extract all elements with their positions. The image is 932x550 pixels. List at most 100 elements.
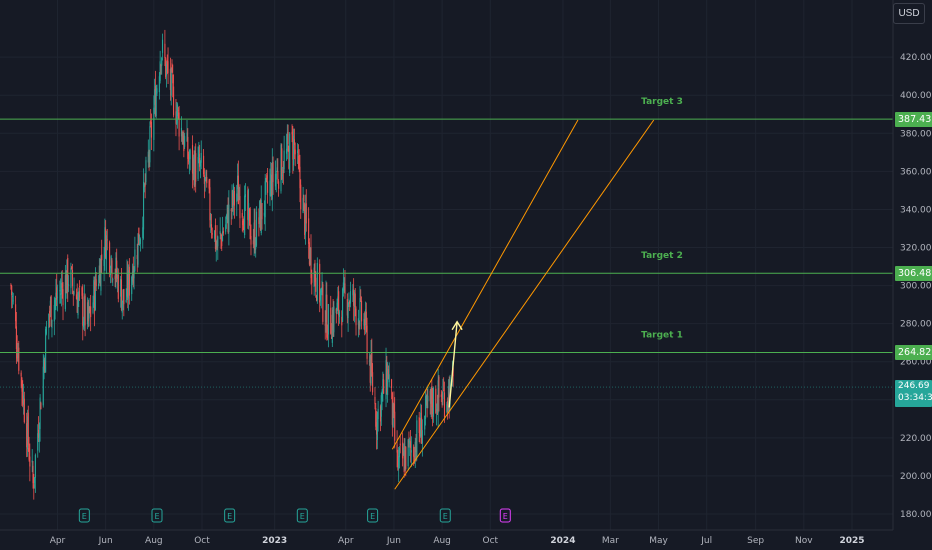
candle xyxy=(94,276,96,327)
time-tick-label: Aug xyxy=(145,536,163,546)
candle xyxy=(418,411,420,443)
candle xyxy=(276,158,278,173)
candle xyxy=(26,409,29,457)
candle xyxy=(391,378,393,400)
candle xyxy=(44,357,46,373)
candle xyxy=(192,154,194,181)
currency-button[interactable]: USD xyxy=(893,3,925,24)
candle xyxy=(199,160,201,179)
candle xyxy=(22,380,24,408)
candle xyxy=(398,446,400,483)
candle xyxy=(427,384,429,409)
candle xyxy=(244,185,246,239)
candle xyxy=(148,149,150,171)
earnings-badge[interactable]: E xyxy=(367,508,379,523)
candle xyxy=(169,57,171,101)
candle xyxy=(225,213,228,229)
candle xyxy=(376,411,378,450)
earnings-badge-label: E xyxy=(227,512,232,521)
candle xyxy=(436,394,438,415)
candle xyxy=(364,301,367,335)
candle xyxy=(143,183,145,193)
earnings-badge[interactable]: E xyxy=(439,508,451,523)
candle xyxy=(172,64,174,98)
arrow-shaft[interactable] xyxy=(448,321,458,408)
candle xyxy=(15,312,17,364)
candle xyxy=(385,347,387,408)
candle xyxy=(348,292,350,308)
candle xyxy=(10,283,12,290)
candle xyxy=(18,340,20,375)
candle xyxy=(230,208,232,225)
candle xyxy=(112,277,114,286)
candle xyxy=(259,198,262,232)
channel-lower-line[interactable] xyxy=(394,119,655,490)
price-tick-label: 320.00 xyxy=(900,244,932,254)
candle xyxy=(275,170,277,193)
candle xyxy=(380,392,382,426)
candle xyxy=(233,186,235,219)
price-tick-label: 260.00 xyxy=(900,358,932,368)
candle xyxy=(211,227,213,239)
candle xyxy=(132,256,134,288)
candle xyxy=(208,178,210,194)
candle xyxy=(23,391,25,424)
candle xyxy=(164,29,166,67)
candle xyxy=(408,431,410,448)
candle xyxy=(175,99,177,137)
candle xyxy=(426,388,428,418)
candle xyxy=(191,135,194,189)
candle xyxy=(363,313,365,330)
price-tick-label: 300.00 xyxy=(900,282,932,292)
candle xyxy=(133,266,135,290)
candle xyxy=(143,168,145,240)
time-axis[interactable]: Apr Jun Aug Oct 2023 Apr Jun Aug Oct 2024 Mar May Ju… xyxy=(50,536,865,546)
candle xyxy=(393,391,395,419)
candle xyxy=(425,394,427,409)
candle xyxy=(272,156,274,195)
candle xyxy=(285,133,288,161)
candle xyxy=(407,438,409,471)
trend-channel[interactable] xyxy=(391,119,655,490)
candle xyxy=(435,385,437,414)
candle xyxy=(353,278,355,321)
channel-upper-line[interactable] xyxy=(391,119,579,450)
earnings-badge[interactable]: E xyxy=(224,508,236,523)
candle xyxy=(349,300,351,312)
candle xyxy=(171,59,173,73)
candle xyxy=(288,145,290,170)
last-price-value: 246.69 xyxy=(898,381,930,392)
earnings-badge[interactable]: E xyxy=(499,508,511,523)
candle xyxy=(409,429,412,463)
earnings-badge[interactable]: E xyxy=(296,508,308,523)
target-price-badge: 264.82 xyxy=(895,345,932,361)
candle xyxy=(128,264,130,311)
candle xyxy=(253,208,255,257)
time-tick-label: Aug xyxy=(433,536,451,546)
time-tick-label: Mar xyxy=(602,536,619,546)
candle xyxy=(291,124,293,143)
candle xyxy=(66,259,68,299)
candle xyxy=(310,234,312,285)
candle xyxy=(37,424,39,458)
candle xyxy=(87,299,89,328)
earnings-badge[interactable]: E xyxy=(151,508,163,523)
candle xyxy=(369,354,371,392)
candle xyxy=(333,301,335,337)
price-axis[interactable]: 180.00200.00220.00240.00260.00280.00300.… xyxy=(900,53,932,520)
time-tick-label: Jun xyxy=(386,536,401,546)
candle xyxy=(402,432,404,467)
candle xyxy=(364,311,366,336)
projection-arrow[interactable] xyxy=(448,320,463,408)
candle xyxy=(232,189,234,212)
candle xyxy=(92,295,94,315)
candle xyxy=(114,268,116,288)
price-tick-label: 220.00 xyxy=(900,434,932,444)
candle xyxy=(375,403,377,431)
earnings-badge[interactable]: E xyxy=(78,508,90,523)
candle xyxy=(56,284,59,312)
candle xyxy=(53,296,55,336)
candle xyxy=(324,310,326,340)
